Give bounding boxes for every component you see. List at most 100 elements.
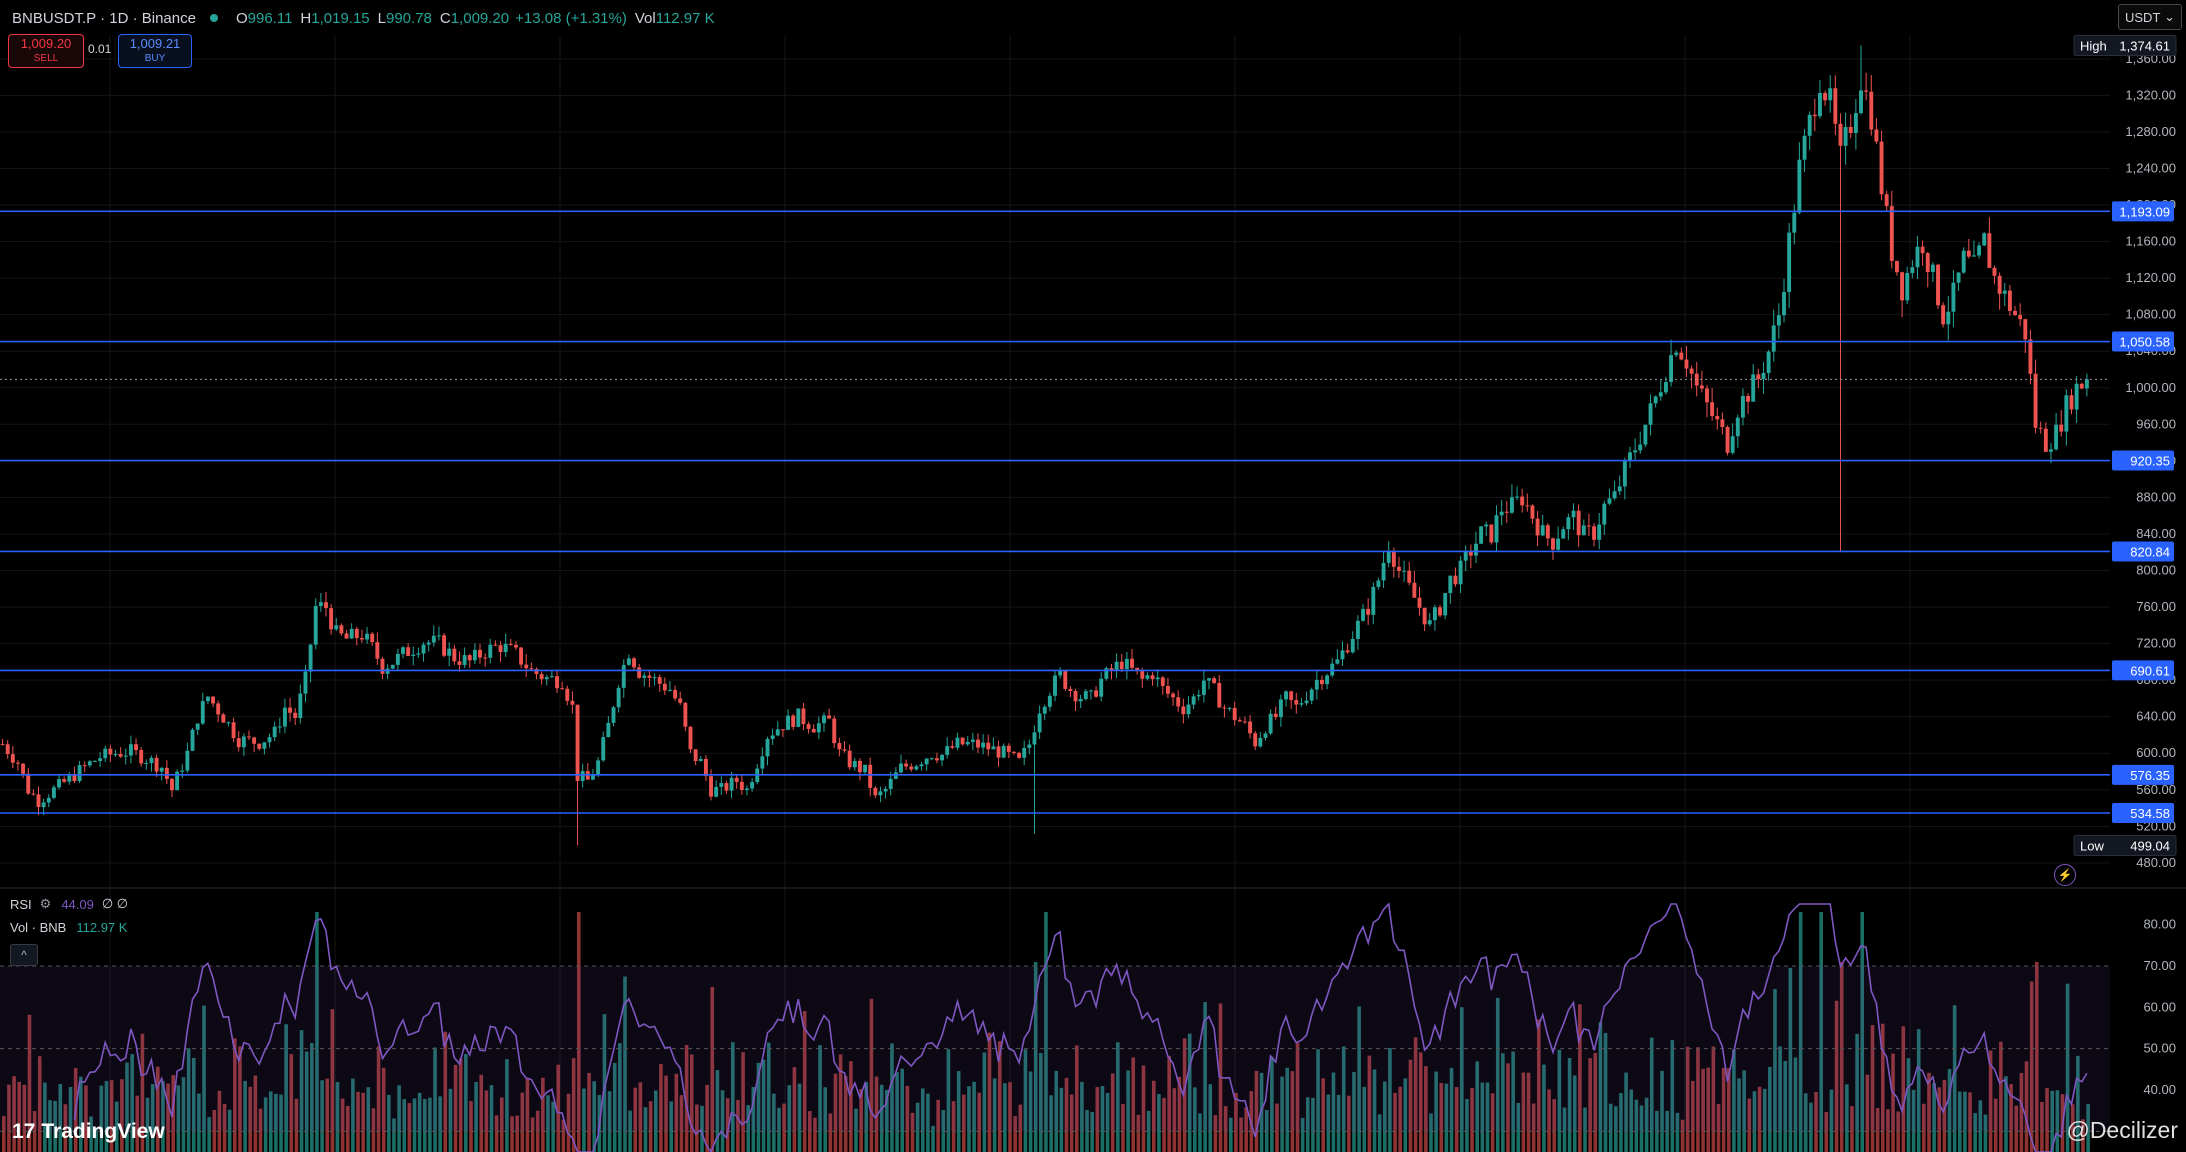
- candle-body: [1838, 123, 1843, 146]
- currency-select[interactable]: USDT ⌄: [2118, 4, 2182, 30]
- candle-body: [1130, 658, 1134, 668]
- volume-bar: [1757, 1086, 1762, 1152]
- rsi-settings-icon[interactable]: ⚙: [39, 896, 52, 911]
- volume-bar: [546, 1095, 550, 1152]
- candle-body: [334, 625, 339, 630]
- candle-body: [1391, 550, 1396, 567]
- volume-bar: [1542, 1064, 1546, 1152]
- volume-bar: [1151, 1080, 1156, 1152]
- candle-body: [1094, 690, 1099, 697]
- volume-bar: [1660, 1070, 1664, 1152]
- candle-body: [2074, 383, 2079, 410]
- candle-body: [539, 674, 544, 680]
- buy-button[interactable]: 1,009.21 BUY: [118, 34, 192, 68]
- volume-bar: [1803, 1093, 1808, 1152]
- volume-bar: [7, 1084, 11, 1152]
- volume-bar: [1968, 1092, 1972, 1152]
- volume-bar: [1141, 1065, 1146, 1152]
- volume-bar: [623, 976, 627, 1152]
- sell-button[interactable]: 1,009.20 SELL: [8, 34, 84, 68]
- candle-body: [1468, 551, 1473, 556]
- lightning-icon[interactable]: ⚡: [2054, 864, 2076, 886]
- candle-body: [1243, 721, 1247, 723]
- collapse-indicators-button[interactable]: ^: [10, 944, 38, 966]
- candle-body: [1381, 562, 1386, 581]
- candle-body: [108, 748, 113, 755]
- volume-bar: [217, 1090, 222, 1152]
- volume-bar: [1845, 1084, 1849, 1152]
- candle-body: [1448, 575, 1453, 594]
- candle-body: [621, 664, 626, 688]
- volume-bar: [761, 1059, 766, 1152]
- candle-body: [1109, 668, 1114, 671]
- candle-body: [1309, 689, 1314, 701]
- volume-bar: [1983, 1114, 1988, 1152]
- price-tick-label: 1,080.00: [2125, 307, 2176, 322]
- volume-bar: [1952, 1005, 1957, 1152]
- volume-bar: [1208, 1084, 1213, 1152]
- watermark-text: @Decilizer: [2066, 1117, 2178, 1143]
- candle-body: [1479, 526, 1484, 544]
- close-label: C: [439, 9, 451, 27]
- volume-bar: [1311, 1097, 1315, 1152]
- candle-body: [257, 743, 262, 749]
- volume-bar: [905, 1085, 910, 1152]
- rsi-legend[interactable]: RSI ⚙ 44.09 ∅ ∅: [10, 896, 128, 912]
- candle-body: [544, 677, 549, 680]
- volume-bar: [772, 1093, 776, 1152]
- volume-bar: [1074, 1045, 1079, 1152]
- candle-body: [1140, 671, 1145, 679]
- candle-body: [1248, 721, 1253, 734]
- candle-body: [1997, 275, 2002, 294]
- high-value: 1,019.15: [311, 9, 370, 27]
- high-tag: [2073, 34, 2177, 56]
- candle-body: [1843, 126, 1848, 146]
- volume-bar: [879, 1084, 884, 1152]
- high-tag-value: 1,374.61: [2119, 38, 2170, 53]
- volume-bar: [330, 1009, 335, 1152]
- volume-bar: [1182, 1038, 1187, 1152]
- candle-body: [1217, 682, 1222, 708]
- volume-bar: [792, 1067, 797, 1152]
- volume-bar: [1393, 1092, 1397, 1152]
- volume-bar: [1547, 1089, 1551, 1152]
- candle-body: [431, 635, 436, 643]
- volume-bar: [227, 1109, 232, 1152]
- volume-bar: [1388, 1047, 1392, 1152]
- volume-bar: [1583, 1107, 1587, 1152]
- candle-body: [1047, 695, 1052, 707]
- candle-body: [847, 750, 852, 768]
- sell-label: SELL: [33, 53, 59, 64]
- candle-body: [503, 643, 508, 652]
- level-price-label: 534.58: [2130, 806, 2170, 821]
- candle-body: [1053, 675, 1057, 696]
- candle-body: [2002, 290, 2007, 294]
- volume-bar: [1460, 1007, 1464, 1152]
- candle-body: [1679, 352, 1684, 360]
- volume-legend[interactable]: Vol · BNB 112.97 K: [10, 920, 127, 935]
- volume-bar: [197, 1093, 201, 1152]
- candle-body: [1571, 510, 1576, 518]
- volume-bar: [1321, 1078, 1325, 1152]
- volume-bar: [84, 1085, 88, 1152]
- price-tick-label: 720.00: [2136, 636, 2176, 651]
- volume-bar: [1562, 1107, 1567, 1152]
- volume-bar: [1834, 1000, 1839, 1152]
- volume-bar: [243, 1080, 247, 1152]
- volume-bar: [725, 1098, 730, 1152]
- candle-body: [221, 714, 226, 723]
- symbol-title[interactable]: BNBUSDT.P · 1D · Binance: [12, 9, 196, 27]
- candle-body: [1710, 402, 1715, 416]
- candle-body: [1273, 713, 1278, 718]
- volume-bar: [1644, 1097, 1649, 1152]
- candle-body: [750, 782, 755, 789]
- candle-body: [1150, 675, 1155, 680]
- volume-bar: [587, 1073, 591, 1152]
- volume-bar: [1629, 1089, 1634, 1152]
- candle-body: [1761, 373, 1766, 380]
- price-tick-label: 1,000.00: [2125, 380, 2176, 395]
- price-tick-label: 960.00: [2136, 416, 2176, 431]
- candle-body: [883, 788, 888, 792]
- candle-body: [709, 776, 713, 797]
